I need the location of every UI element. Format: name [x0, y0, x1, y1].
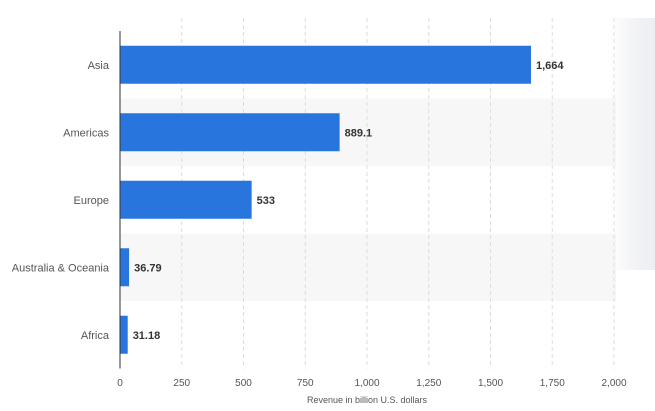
- bar: [120, 315, 128, 354]
- row-band: [120, 233, 616, 301]
- value-labels: 1,664 889.1 533 36.79 31.18: [133, 60, 565, 342]
- data-label: 889.1: [345, 127, 373, 139]
- data-label: 1,664: [536, 60, 564, 72]
- x-tick-label: 750: [297, 378, 314, 389]
- data-label: 31.18: [133, 330, 161, 342]
- x-tick-label: 1,750: [540, 378, 565, 389]
- row-bands: [120, 98, 616, 301]
- x-tick-labels: 0 250 500 750 1,000 1,250 1,500 1,750 2,000: [117, 378, 627, 389]
- data-label: 36.79: [134, 262, 162, 274]
- bars: [120, 45, 532, 354]
- x-tick-label: 1,250: [416, 378, 441, 389]
- x-tick-label: 250: [173, 378, 190, 389]
- bar: [120, 248, 130, 287]
- x-tick-label: 0: [117, 378, 123, 389]
- category-labels: Asia Americas Europe Australia & Oceania Afr…: [12, 60, 110, 342]
- bar: [120, 45, 532, 84]
- category-label: Africa: [81, 330, 110, 342]
- bar: [120, 113, 340, 152]
- category-label: Australia & Oceania: [12, 262, 110, 274]
- data-label: 533: [257, 195, 275, 207]
- bar: [120, 180, 252, 219]
- category-label: Americas: [63, 127, 109, 139]
- right-edge-panel: [610, 18, 655, 270]
- x-tick-label: 500: [235, 378, 252, 389]
- x-tick-label: 2,000: [601, 378, 626, 389]
- x-axis-title: Revenue in billion U.S. dollars: [307, 395, 428, 405]
- x-tick-label: 1,000: [354, 378, 379, 389]
- x-tick-label: 1,500: [478, 378, 503, 389]
- category-label: Asia: [88, 60, 110, 72]
- category-label: Europe: [74, 195, 109, 207]
